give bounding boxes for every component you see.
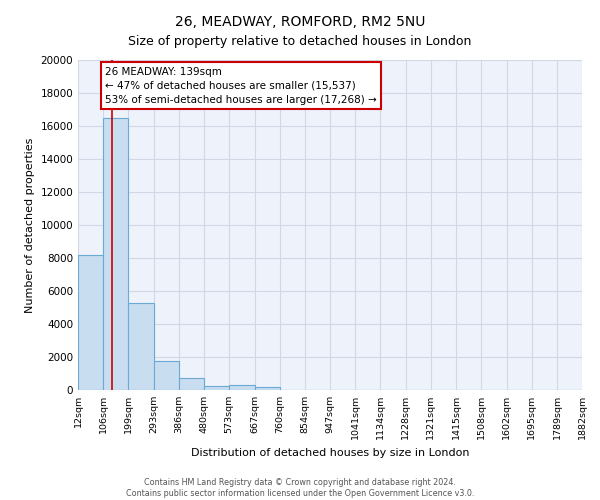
Bar — [128, 302, 154, 390]
Text: Size of property relative to detached houses in London: Size of property relative to detached ho… — [128, 35, 472, 48]
Text: Contains HM Land Registry data © Crown copyright and database right 2024.
Contai: Contains HM Land Registry data © Crown c… — [126, 478, 474, 498]
Bar — [204, 386, 229, 390]
Bar — [179, 378, 204, 390]
Text: 26, MEADWAY, ROMFORD, RM2 5NU: 26, MEADWAY, ROMFORD, RM2 5NU — [175, 15, 425, 29]
Text: 26 MEADWAY: 139sqm
← 47% of detached houses are smaller (15,537)
53% of semi-det: 26 MEADWAY: 139sqm ← 47% of detached hou… — [104, 66, 376, 104]
Bar — [229, 385, 254, 390]
Bar — [78, 254, 103, 390]
Bar — [154, 361, 179, 390]
Y-axis label: Number of detached properties: Number of detached properties — [25, 138, 35, 312]
Bar — [254, 387, 280, 390]
X-axis label: Distribution of detached houses by size in London: Distribution of detached houses by size … — [191, 448, 469, 458]
Bar — [103, 118, 128, 390]
